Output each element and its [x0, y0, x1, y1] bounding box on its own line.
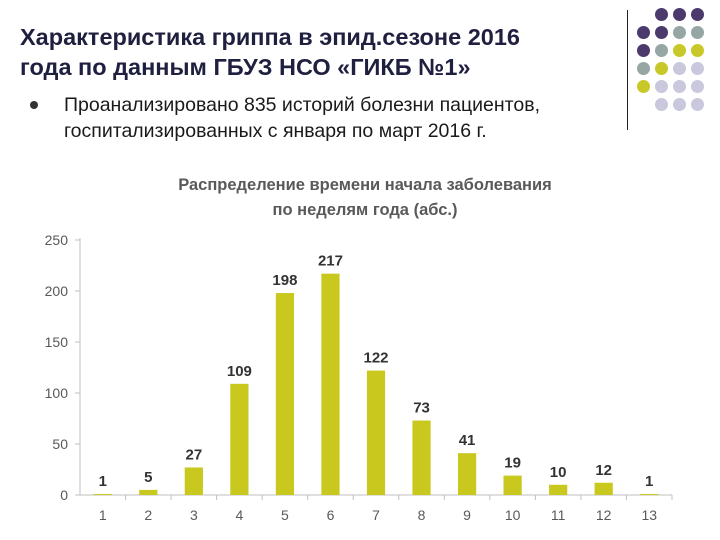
decorative-dot — [691, 26, 704, 39]
bar-value-label: 12 — [595, 462, 612, 479]
bar-week-13 — [640, 493, 659, 495]
decorative-dot — [655, 44, 668, 57]
bar-week-2 — [139, 489, 158, 495]
slide-title: Характеристика гриппа в эпид.сезоне 2016… — [20, 22, 620, 82]
bar-value-label: 1 — [99, 473, 107, 490]
bar-value-label: 41 — [459, 432, 476, 449]
bar-week-11 — [549, 484, 568, 495]
decorative-dot — [655, 26, 668, 39]
bar-value-label: 217 — [318, 253, 343, 270]
decorative-dot — [673, 44, 686, 57]
bar-value-label: 10 — [550, 464, 567, 481]
bullet-text-line-2: госпитализированных с января по март 201… — [64, 120, 487, 142]
y-tick-label: 200 — [45, 283, 69, 299]
bar-value-label: 5 — [144, 469, 152, 486]
title-divider — [627, 10, 628, 130]
bar-value-label: 1 — [645, 473, 653, 490]
decorative-dot-grid — [637, 8, 719, 120]
decorative-dot — [637, 62, 650, 75]
x-tick-label: 6 — [327, 507, 335, 523]
decorative-dot — [691, 44, 704, 57]
bar-value-label: 198 — [272, 272, 297, 289]
x-tick-label: 1 — [99, 507, 107, 523]
bar-week-9 — [457, 453, 477, 495]
bar-week-7 — [366, 370, 386, 495]
bar-week-3 — [184, 467, 203, 495]
bar-week-10 — [503, 475, 522, 495]
slide-title-line-1: Характеристика гриппа в эпид.сезоне 2016 — [20, 24, 520, 50]
bullet-list: Проанализировано 835 историй болезни пац… — [30, 92, 650, 144]
decorative-dot — [637, 44, 650, 57]
bullet-text-line-1: Проанализировано 835 историй болезни пац… — [64, 94, 540, 116]
decorative-dot — [637, 26, 650, 39]
y-tick-label: 150 — [45, 334, 69, 350]
decorative-dot — [655, 62, 668, 75]
bullet-dot-icon — [30, 101, 38, 109]
bar-week-5 — [275, 293, 295, 495]
x-tick-label: 4 — [235, 507, 243, 523]
decorative-dot — [691, 8, 704, 21]
chart-title-line-2: по неделям года (абс.) — [273, 201, 458, 219]
x-tick-label: 13 — [641, 507, 657, 523]
chart-plot-area: 0501001502002501152273109419852176122773… — [45, 232, 673, 523]
decorative-dot — [655, 80, 668, 93]
slide-title-line-2: года по данным ГБУЗ НСО «ГИКБ №1» — [20, 54, 471, 80]
decorative-dot — [673, 26, 686, 39]
x-tick-label: 7 — [372, 507, 380, 523]
bar-value-label: 19 — [504, 455, 521, 472]
decorative-dot — [673, 8, 686, 21]
decorative-dot — [655, 98, 668, 111]
bar-week-4 — [230, 383, 249, 495]
bar-value-label: 27 — [186, 446, 203, 463]
bar-week-8 — [412, 420, 431, 495]
decorative-dot — [673, 80, 686, 93]
bar-value-label: 122 — [363, 350, 388, 367]
x-tick-label: 8 — [418, 507, 426, 523]
decorative-dot — [691, 98, 704, 111]
decorative-dot — [655, 8, 668, 21]
bar-week-6 — [321, 273, 340, 495]
x-tick-label: 5 — [281, 507, 289, 523]
y-tick-label: 0 — [60, 487, 68, 503]
decorative-dot — [673, 62, 686, 75]
y-tick-label: 50 — [52, 436, 68, 452]
y-tick-label: 250 — [45, 232, 69, 248]
decorative-dot — [673, 98, 686, 111]
bar-week-1 — [93, 493, 112, 495]
chart-title-line-1: Распределение времени начала заболевания — [178, 176, 552, 194]
bar-week-12 — [594, 482, 613, 495]
y-tick-label: 100 — [45, 385, 69, 401]
decorative-dot — [637, 80, 650, 93]
decorative-dot — [691, 80, 704, 93]
decorative-dot — [691, 62, 704, 75]
x-tick-label: 9 — [463, 507, 471, 523]
x-tick-label: 2 — [144, 507, 152, 523]
bar-value-label: 73 — [413, 400, 430, 417]
x-tick-label: 10 — [505, 507, 521, 523]
x-tick-label: 11 — [551, 507, 566, 523]
bullet-item: Проанализировано 835 историй болезни пац… — [30, 92, 650, 144]
x-tick-label: 3 — [190, 507, 198, 523]
onset-week-bar-chart: Распределение времени начала заболевания… — [45, 176, 673, 523]
x-tick-label: 12 — [596, 507, 612, 523]
bar-value-label: 109 — [227, 363, 252, 380]
